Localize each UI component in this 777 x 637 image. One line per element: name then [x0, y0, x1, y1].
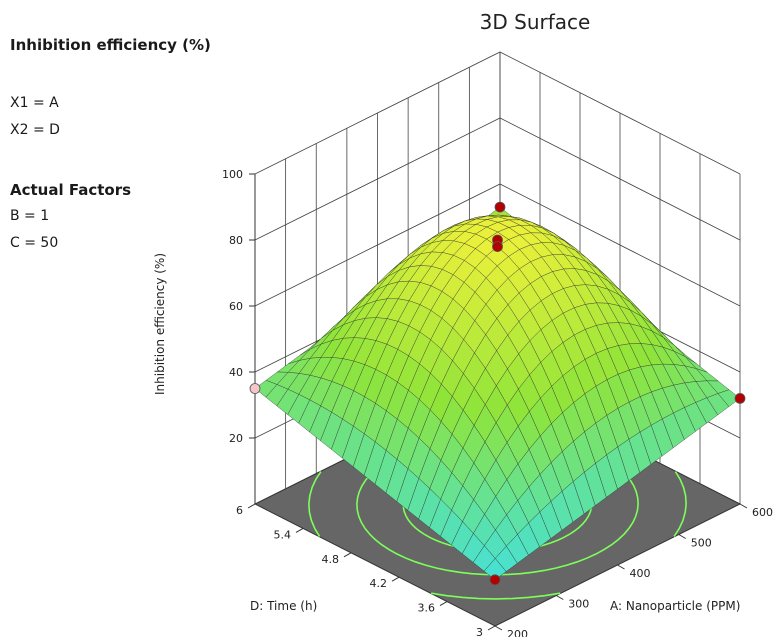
design-point	[734, 392, 746, 404]
x-tick-label: 300	[568, 598, 589, 611]
z-tick-label: 40	[229, 366, 243, 379]
y-tick-label: 4.2	[370, 577, 388, 590]
z-tick-label: 60	[229, 300, 243, 313]
contour-line	[308, 471, 322, 537]
x-tick-mark	[556, 595, 564, 600]
x-tick-label: 200	[507, 628, 528, 637]
grid-line	[254, 117, 741, 241]
axis-ticks: 20 40 60 80 100 3 3.6 4.2 4.8 5.4 6 200 300 400 500 600	[222, 168, 773, 637]
y-tick-label: 3.6	[418, 602, 436, 615]
y-axis-label: D: Time (h)	[250, 599, 317, 613]
y-tick-mark	[439, 601, 448, 607]
x-tick-label: 600	[752, 506, 773, 519]
z-tick-label: 80	[229, 234, 243, 247]
design-point	[492, 241, 503, 253]
response-label: Inhibition efficiency (%)	[10, 36, 211, 54]
y-tick-mark	[295, 527, 304, 533]
factor-c: C = 50	[10, 235, 59, 251]
contour-line	[431, 592, 561, 600]
x-tick-mark	[494, 625, 503, 631]
grid-line	[254, 51, 741, 175]
y-tick-mark	[247, 503, 256, 509]
x-tick-mark	[617, 564, 625, 570]
x-tick-mark	[678, 534, 686, 539]
y-tick-label: 5.4	[274, 528, 292, 541]
x-tick-label: 400	[630, 567, 651, 580]
y-tick-mark	[343, 552, 352, 558]
y-tick-label: 3	[476, 626, 483, 637]
design-point	[489, 574, 501, 586]
z-axis-label: Inhibition efficiency (%)	[153, 253, 167, 395]
x-tick-mark	[739, 503, 748, 509]
chart-title: 3D Surface	[479, 10, 591, 34]
design-point	[249, 383, 261, 394]
design-point	[494, 201, 506, 213]
factor-b: B = 1	[10, 208, 50, 224]
design-points	[249, 201, 746, 586]
z-tick-label: 100	[222, 168, 243, 181]
actual-factors-heading: Actual Factors	[10, 181, 132, 199]
contour-line	[673, 471, 687, 537]
z-tick-label: 20	[229, 432, 243, 445]
response-surface	[254, 206, 741, 581]
factor-x1: X1 = A	[10, 95, 59, 111]
x-tick-label: 500	[691, 537, 712, 550]
factor-x2: X2 = D	[10, 122, 60, 138]
y-tick-mark	[391, 576, 400, 582]
grid-line	[254, 183, 741, 307]
y-tick-label: 4.8	[322, 553, 340, 566]
x-axis-label: A: Nanoparticle (PPM)	[610, 599, 740, 613]
y-tick-mark	[487, 625, 496, 631]
surface-cell	[483, 558, 507, 581]
y-tick-label: 6	[236, 504, 243, 517]
